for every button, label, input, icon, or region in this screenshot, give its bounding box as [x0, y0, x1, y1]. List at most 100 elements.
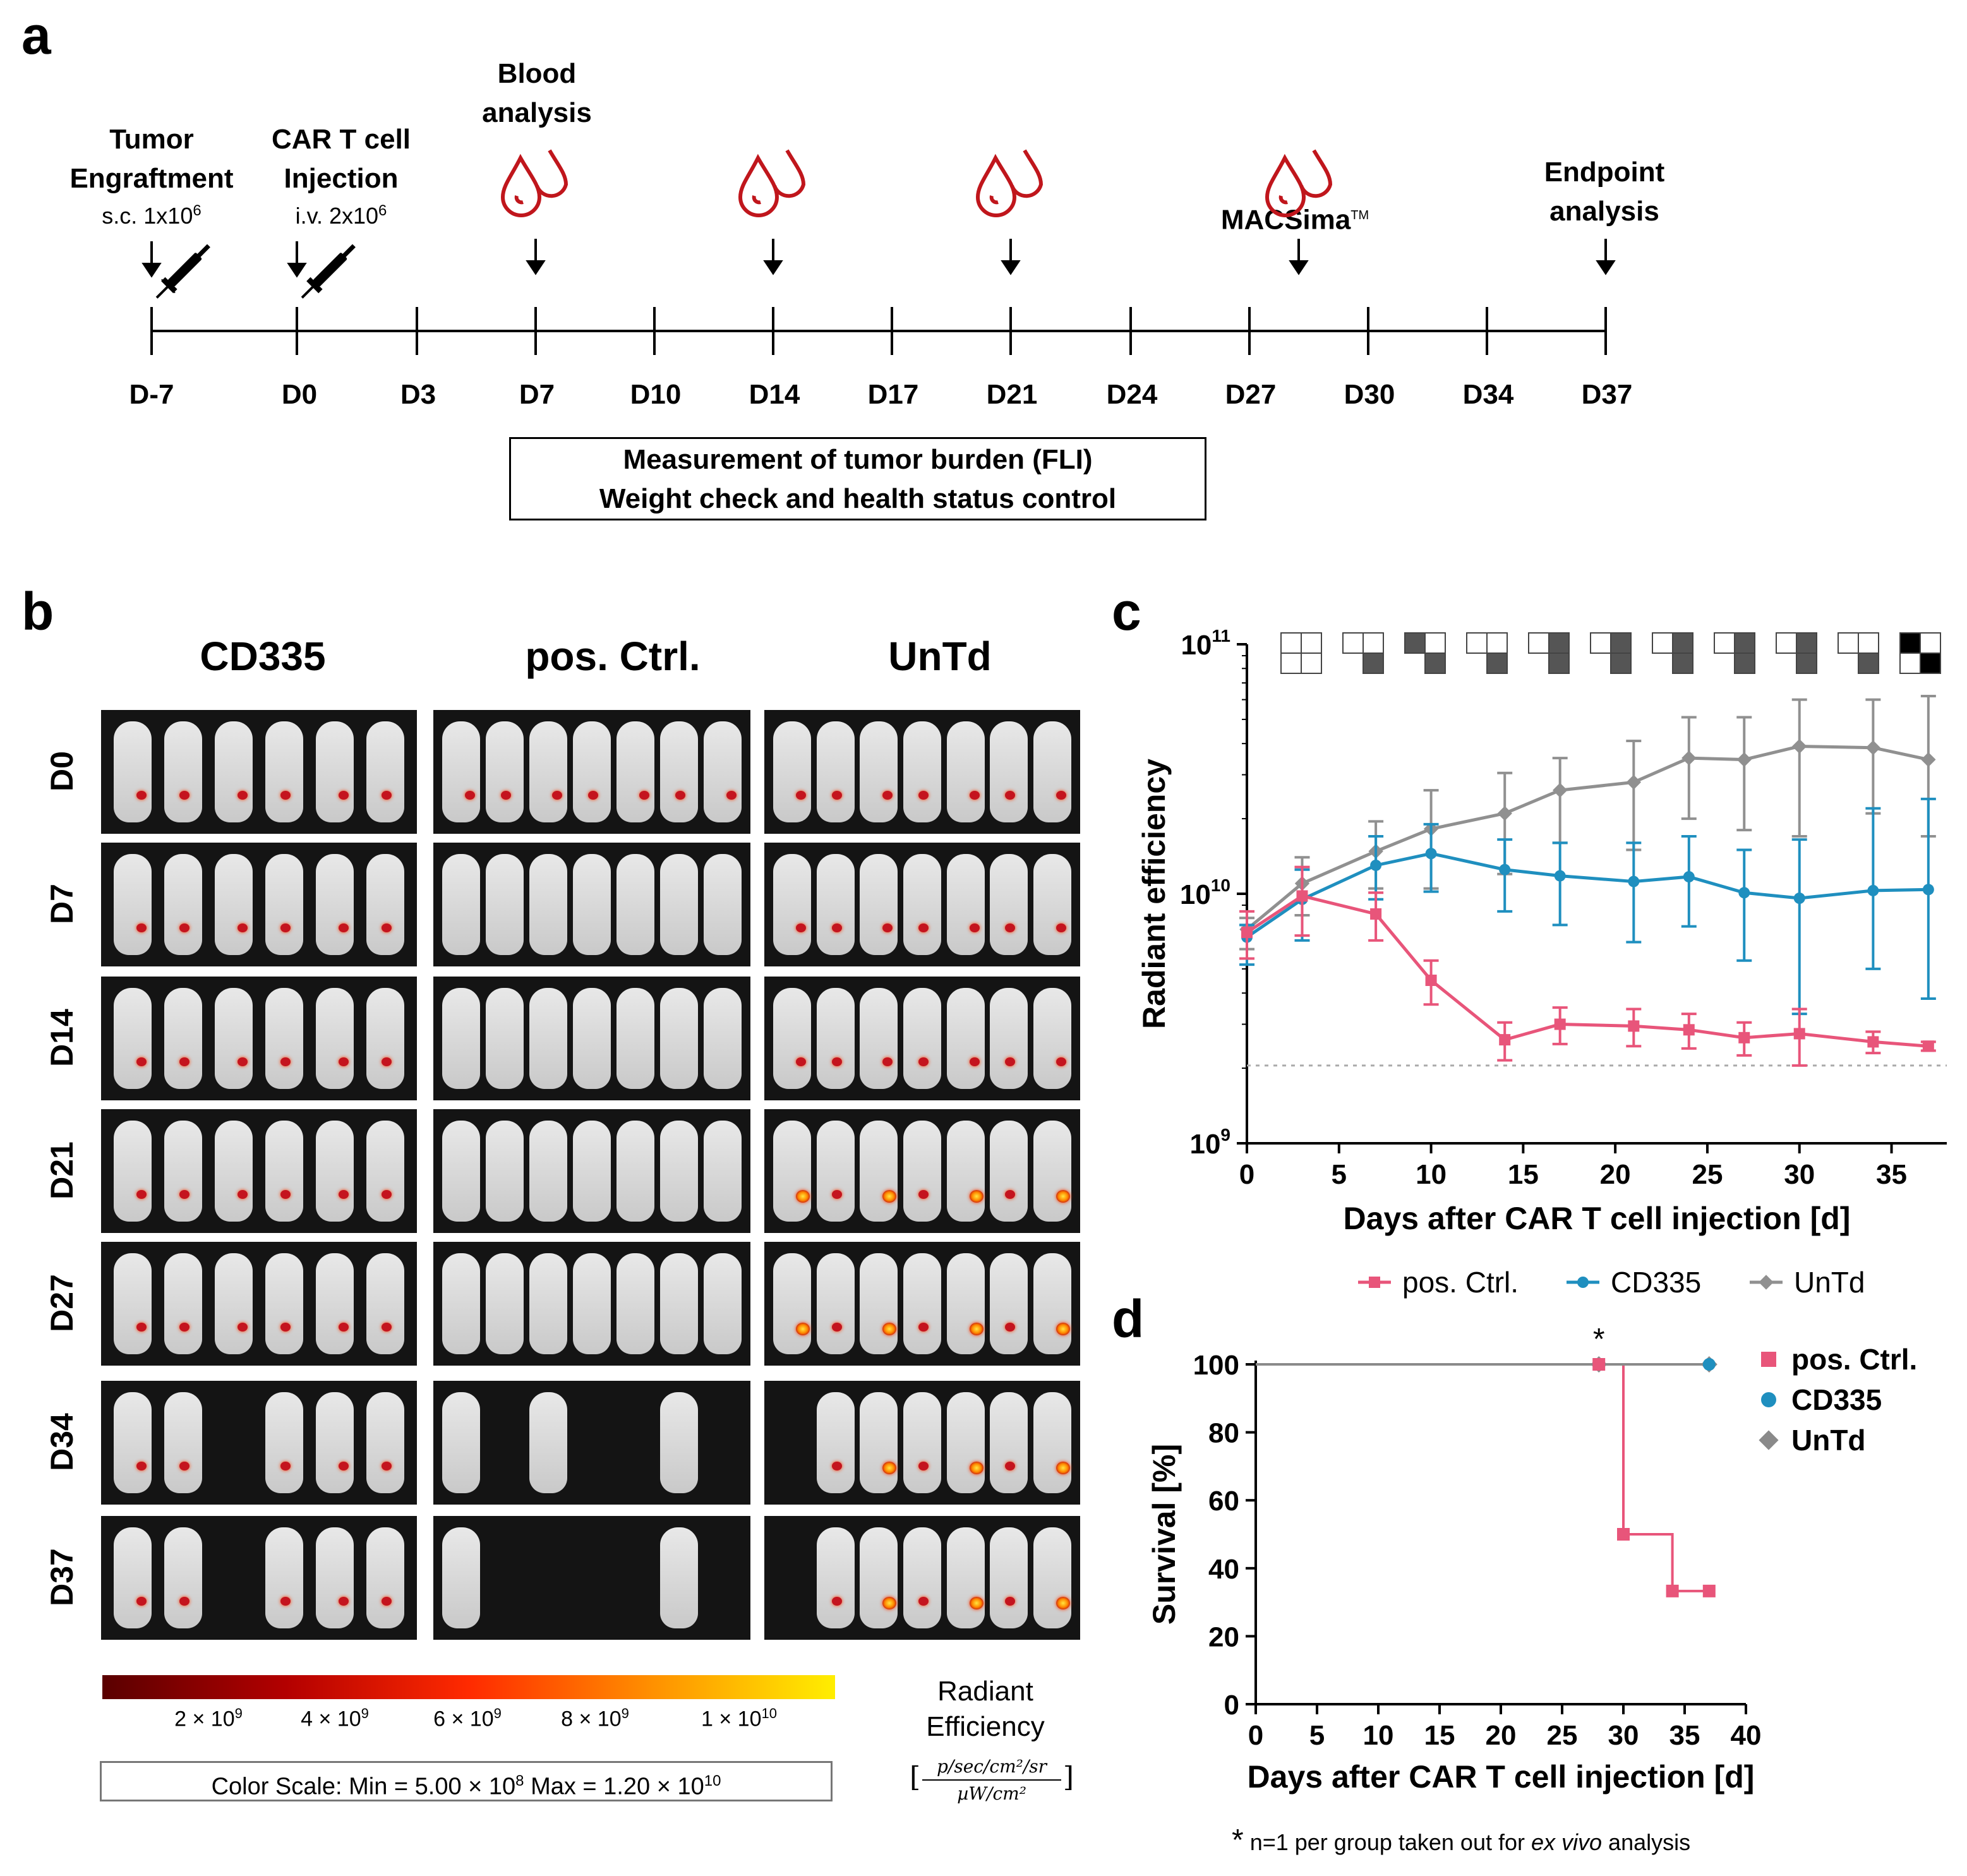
x-tick-label: 30 [1608, 1720, 1639, 1751]
color-scale-box: Color Scale: Min = 5.00 × 108 Max = 1.20… [100, 1761, 833, 1801]
tumor-signal [382, 1462, 392, 1470]
data-point [1702, 1584, 1716, 1597]
quadrant-icon [1838, 632, 1859, 654]
y-tick-label: 1010 [1180, 875, 1230, 910]
series-line [1246, 745, 1929, 931]
mouse-image [114, 1121, 152, 1222]
mouse-image [366, 1392, 404, 1493]
data-point [1865, 740, 1881, 755]
mouse-image [860, 988, 898, 1089]
mouse-image [903, 721, 941, 822]
mouse-image [860, 721, 898, 822]
mouse-image [990, 1392, 1028, 1493]
series-pos-ctrl- [1256, 1363, 1709, 1592]
quadrant-icon [1899, 652, 1921, 674]
mouse-image [442, 854, 481, 955]
box-line1: Measurement of tumor burden (FLI) [623, 444, 1093, 475]
blood-drop-icon [500, 149, 1333, 217]
quadrant-icon [1672, 632, 1693, 654]
mouse-image [659, 1392, 698, 1493]
mouse-image [860, 854, 898, 955]
x-tick-label: 15 [1508, 1159, 1539, 1190]
mouse-image [659, 854, 698, 955]
fli-image [101, 1381, 417, 1505]
mouse-image [316, 854, 354, 955]
survival-line [1256, 1363, 1709, 1592]
mouse-image [265, 1253, 303, 1354]
mouse-image [659, 1527, 698, 1628]
data-point [1296, 890, 1308, 902]
x-tick-label: 40 [1731, 1720, 1762, 1751]
tumor-signal [238, 1190, 248, 1199]
x-tick-label: 10 [1416, 1159, 1447, 1190]
mouse-image [946, 721, 985, 822]
x-tick-label: 20 [1486, 1720, 1517, 1751]
tumor-signal [179, 1190, 189, 1199]
data-point [1666, 1584, 1679, 1597]
fli-image [433, 1381, 750, 1505]
panel-label-d: d [1112, 1289, 1145, 1349]
mouse-image [990, 1527, 1028, 1628]
x-tick-label: 25 [1547, 1720, 1578, 1751]
mouse-image [616, 988, 654, 1089]
quadrant-icon [1280, 632, 1302, 654]
mouse-image [442, 1392, 481, 1493]
mouse-image [659, 1121, 698, 1222]
data-point [1921, 752, 1936, 767]
fli-image [101, 1516, 417, 1640]
tumor-signal [382, 1190, 392, 1199]
tumor-signal [882, 1462, 897, 1474]
mouse-image [265, 988, 303, 1089]
tumor-signal [969, 791, 980, 800]
tumor-signal [1056, 1190, 1070, 1203]
tumor-signal [588, 791, 598, 800]
legend: pos. Ctrl. CD335 UnTd [1358, 1266, 1865, 1299]
tumor-signal [1005, 1597, 1016, 1606]
data-point [1683, 871, 1695, 883]
data-point [1617, 1528, 1630, 1541]
legend-label: pos. Ctrl. [1791, 1343, 1917, 1376]
mouse-image [265, 1527, 303, 1628]
fli-image [433, 710, 750, 834]
quadrant-icon [1486, 652, 1508, 674]
tumor-signal [796, 1190, 810, 1203]
tumor-signal [831, 1190, 842, 1199]
mouse-image [486, 721, 524, 822]
fli-image [764, 977, 1080, 1100]
mouse-image [946, 988, 985, 1089]
x-tick-label: 10 [1363, 1720, 1394, 1751]
series-line [1246, 851, 1928, 939]
mouse-image [659, 988, 698, 1089]
tumor-signal [969, 1190, 984, 1203]
y-tick-label: 80 [1208, 1418, 1239, 1449]
x-tick-label: 15 [1424, 1720, 1455, 1751]
day-label: D7 [519, 379, 555, 410]
x-tick-label: 30 [1784, 1159, 1815, 1190]
tumor-signal [831, 1323, 842, 1332]
event-line1: CAR T cell [271, 124, 411, 155]
data-point [1738, 1031, 1750, 1043]
x-tick-label: 20 [1600, 1159, 1631, 1190]
tumor-signal [1056, 1323, 1070, 1335]
tumor-signal [969, 1462, 984, 1474]
mouse-image [1033, 1121, 1071, 1222]
mouse-image [659, 721, 698, 822]
tumor-signal [639, 791, 649, 800]
data-point [1793, 893, 1805, 905]
quadrant-icon [1796, 632, 1817, 654]
mouse-image [529, 854, 568, 955]
mouse-image [316, 1392, 354, 1493]
mouse-image [164, 1253, 202, 1354]
quadrant-icon [1342, 632, 1364, 654]
mouse-image [816, 988, 855, 1089]
tumor-signal [1005, 1190, 1016, 1199]
mouse-image [529, 1392, 568, 1493]
data-point [1867, 884, 1879, 896]
mouse-image [164, 1121, 202, 1222]
event-line2: Injection [284, 163, 399, 194]
tumor-signal [501, 791, 512, 800]
mouse-image [860, 1392, 898, 1493]
mouse-image [659, 1253, 698, 1354]
mouse-image [442, 721, 481, 822]
fli-image [101, 710, 417, 834]
